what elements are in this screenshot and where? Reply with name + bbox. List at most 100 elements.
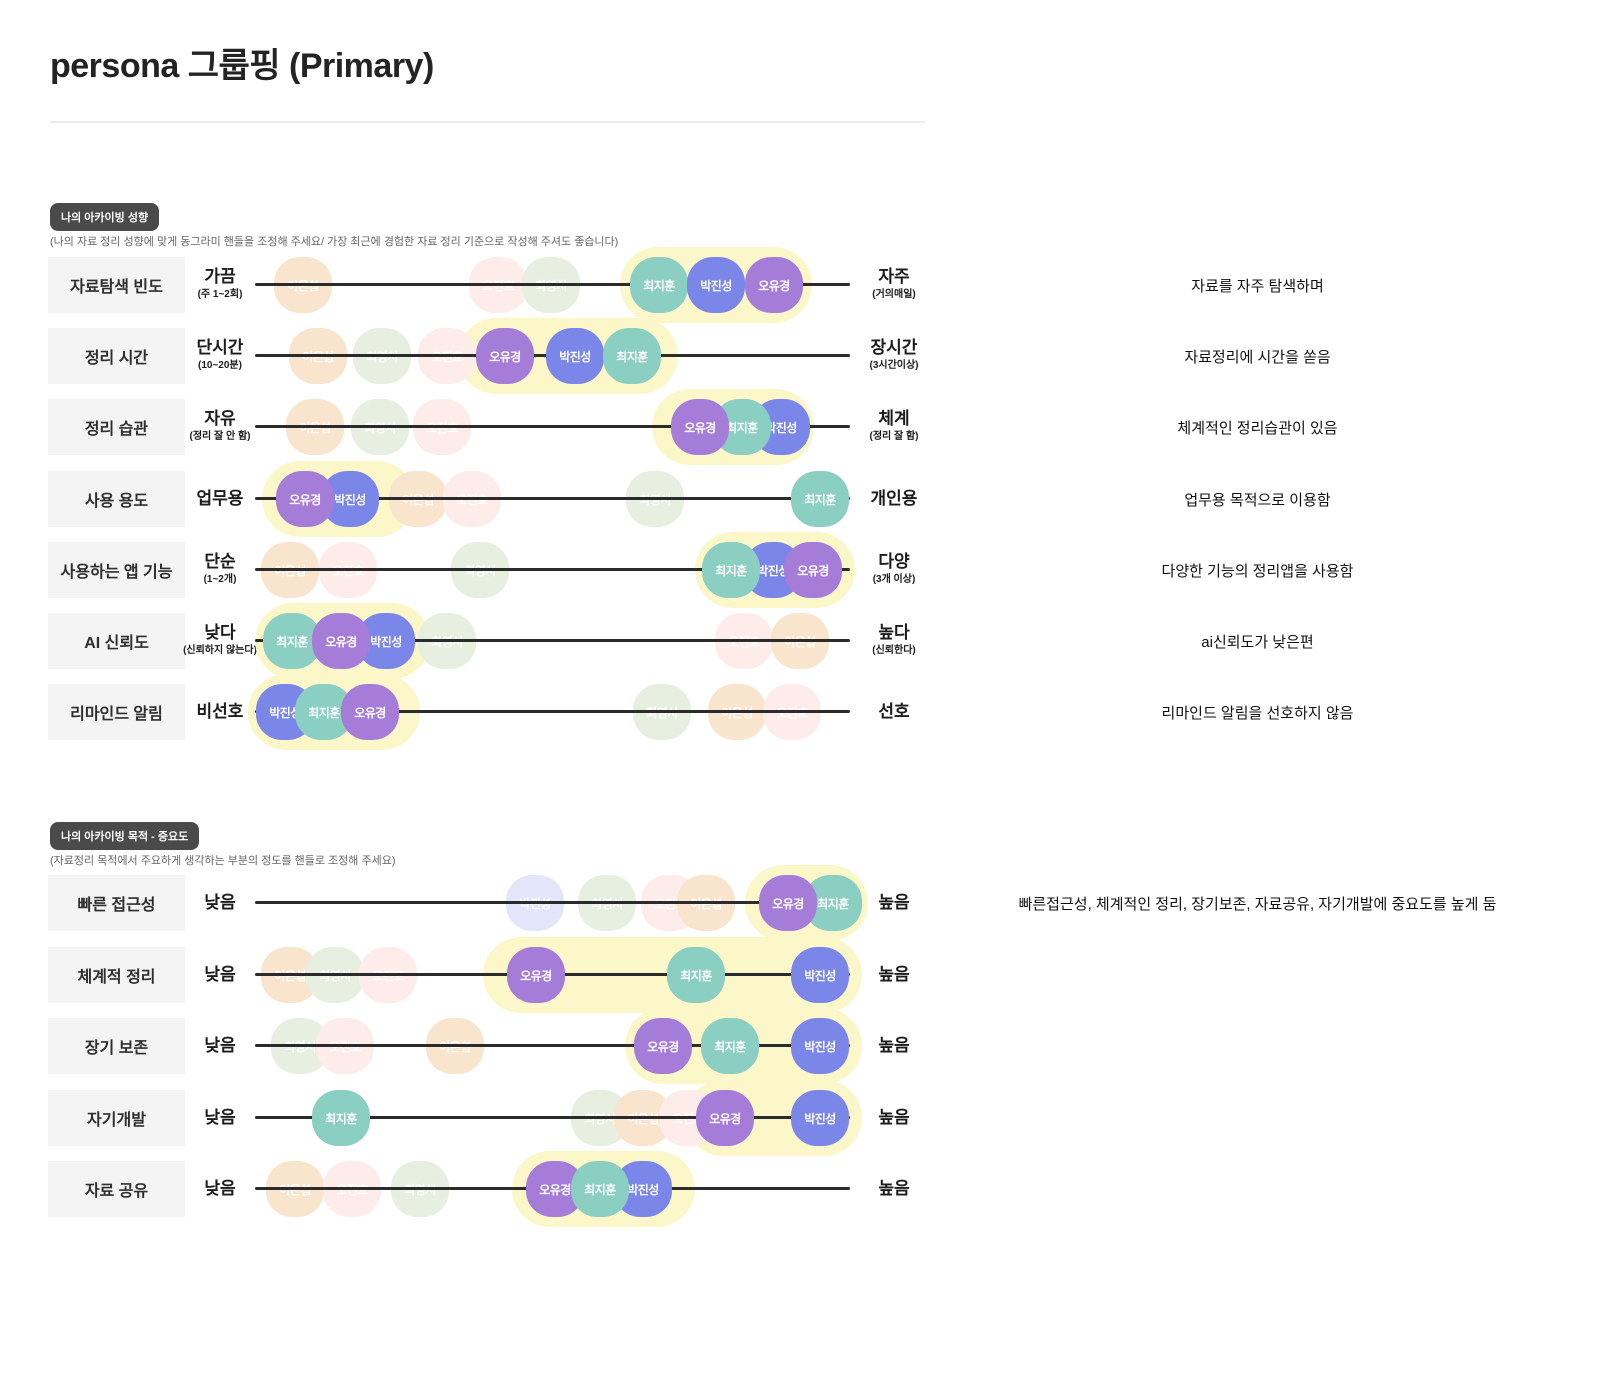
persona-handle-최지훈[interactable]: 최지훈 bbox=[603, 328, 661, 384]
slider-row: 자기개발낮음최지훈최영서이은섭오진호박진성오유경높음 bbox=[0, 1080, 1618, 1156]
row-label: AI 신뢰도 bbox=[48, 613, 185, 669]
slider-track bbox=[255, 901, 850, 904]
scale-max-label: 높음 bbox=[852, 875, 936, 931]
persona-handle-오유경[interactable]: 오유경 bbox=[312, 613, 370, 669]
row-label: 사용 용도 bbox=[48, 471, 185, 527]
scale-min-label: 낮음 bbox=[183, 1090, 257, 1146]
scale-max-subtext: (3개 이상) bbox=[872, 574, 916, 586]
slider-track bbox=[255, 425, 850, 428]
slider-row: 자료 공유낮음이은섭오진호최영서박진성오유경최지훈높음 bbox=[0, 1151, 1618, 1227]
row-label: 장기 보존 bbox=[48, 1018, 185, 1074]
section-description: (나의 자료 정리 성향에 맞게 동그라미 핸들을 조정해 주세요/ 가장 최근… bbox=[50, 236, 619, 248]
row-summary: 업무용 목적으로 이용함 bbox=[1184, 491, 1331, 509]
persona-handle-최지훈[interactable]: 최지훈 bbox=[667, 947, 725, 1003]
row-label: 리마인드 알림 bbox=[48, 684, 185, 740]
scale-min-label: 자유 (정리 잘 안 함) bbox=[183, 399, 257, 455]
section-description: (자료정리 목적에서 주요하게 생각하는 부분의 정도를 핸들로 조정해 주세요… bbox=[50, 855, 396, 867]
slider-row: 사용하는 앱 기능단순(1~2개)이은섭오진호최영서박진성최지훈오유경다양(3개… bbox=[0, 532, 1618, 608]
scale-min-text: 낮다 bbox=[204, 623, 236, 643]
scale-max-text: 높다 bbox=[878, 623, 910, 643]
row-summary: 빠른접근성, 체계적인 정리, 장기보존, 자료공유, 자기개발에 중요도를 높… bbox=[1018, 895, 1497, 913]
scale-min-text: 자유 bbox=[204, 409, 236, 429]
persona-handle-최지훈[interactable]: 최지훈 bbox=[263, 613, 321, 669]
scale-max-label: 선호 bbox=[852, 684, 936, 740]
persona-handle-박진성[interactable]: 박진성 bbox=[687, 257, 745, 313]
row-summary: 자료정리에 시간을 쏟음 bbox=[1184, 348, 1331, 366]
persona-handle-최지훈[interactable]: 최지훈 bbox=[701, 1018, 759, 1074]
persona-handle-박진성[interactable]: 박진성 bbox=[546, 328, 604, 384]
scale-min-label: 비선호 bbox=[183, 684, 257, 740]
slider-row: 리마인드 알림비선호박진성최지훈오유경최영서이은섭오진호선호리마인드 알림을 선… bbox=[0, 674, 1618, 750]
scale-max-subtext: (신뢰한다) bbox=[872, 645, 916, 657]
scale-min-label: 낮음 bbox=[183, 947, 257, 1003]
scale-min-subtext: (신뢰하지 않는다) bbox=[183, 645, 257, 657]
persona-handle-최지훈[interactable]: 최지훈 bbox=[630, 257, 688, 313]
slider-track bbox=[255, 1116, 850, 1119]
row-label: 자료 공유 bbox=[48, 1161, 185, 1217]
persona-handle-박진성[interactable]: 박진성 bbox=[791, 947, 849, 1003]
scale-max-label: 높다 (신뢰한다) bbox=[852, 613, 936, 669]
scale-min-subtext: (1~2개) bbox=[203, 574, 237, 586]
row-label: 체계적 정리 bbox=[48, 947, 185, 1003]
scale-max-label: 높음 bbox=[852, 1090, 936, 1146]
scale-min-text: 낮음 bbox=[204, 1035, 236, 1055]
scale-min-text: 업무용 bbox=[196, 488, 244, 508]
scale-max-text: 높음 bbox=[878, 1035, 910, 1055]
persona-handle-박진성[interactable]: 박진성 bbox=[791, 1018, 849, 1074]
persona-handle-오유경[interactable]: 오유경 bbox=[671, 399, 729, 455]
persona-handle-최지훈[interactable]: 최지훈 bbox=[702, 542, 760, 598]
persona-handle-오유경[interactable]: 오유경 bbox=[507, 947, 565, 1003]
scale-max-label: 자주 (거의매일) bbox=[852, 257, 936, 313]
persona-handle-최지훈[interactable]: 최지훈 bbox=[791, 471, 849, 527]
scale-max-subtext: (거의매일) bbox=[872, 289, 916, 301]
slider-track bbox=[255, 639, 850, 642]
scale-min-text: 낮음 bbox=[204, 892, 236, 912]
slider-row: 체계적 정리낮음이은섭최영서오진호오유경최지훈박진성높음 bbox=[0, 937, 1618, 1013]
scale-max-label: 체계 (정리 잘 함) bbox=[852, 399, 936, 455]
scale-min-text: 비선호 bbox=[196, 701, 244, 721]
persona-handle-오유경[interactable]: 오유경 bbox=[476, 328, 534, 384]
persona-handle-오유경[interactable]: 오유경 bbox=[634, 1018, 692, 1074]
slider-row: 정리 시간단시간(10~20분)이은섭최영서오진호오유경박진성최지훈장시간(3시… bbox=[0, 318, 1618, 394]
row-summary: 자료를 자주 탐색하며 bbox=[1191, 277, 1324, 295]
scale-min-label: 낮음 bbox=[183, 1018, 257, 1074]
slider-row: 사용 용도업무용박진성오유경이은섭오진호최영서최지훈개인용업무용 목적으로 이용… bbox=[0, 461, 1618, 537]
persona-handle-오유경[interactable]: 오유경 bbox=[759, 875, 817, 931]
persona-handle-오유경[interactable]: 오유경 bbox=[696, 1090, 754, 1146]
row-summary: ai신뢰도가 낮은편 bbox=[1201, 633, 1314, 651]
persona-handle-박진성[interactable]: 박진성 bbox=[791, 1090, 849, 1146]
scale-max-label: 개인용 bbox=[852, 471, 936, 527]
persona-handle-최지훈[interactable]: 최지훈 bbox=[571, 1161, 629, 1217]
row-summary: 다양한 기능의 정리앱을 사용함 bbox=[1161, 562, 1354, 580]
scale-min-label: 낮다 (신뢰하지 않는다) bbox=[183, 613, 257, 669]
scale-min-text: 단시간 bbox=[196, 338, 244, 358]
scale-max-text: 개인용 bbox=[870, 488, 918, 508]
scale-max-subtext: (정리 잘 함) bbox=[869, 431, 919, 443]
slider-track bbox=[255, 710, 850, 713]
page-title: persona 그룹핑 (Primary) bbox=[50, 47, 434, 85]
scale-max-label: 높음 bbox=[852, 947, 936, 1003]
scale-max-text: 자주 bbox=[878, 267, 910, 287]
row-label: 자료탐색 빈도 bbox=[48, 257, 185, 313]
scale-min-label: 낮음 bbox=[183, 875, 257, 931]
scale-min-label: 가끔 (주 1~2회) bbox=[183, 257, 257, 313]
persona-handle-오유경[interactable]: 오유경 bbox=[341, 684, 399, 740]
scale-min-label: 낮음 bbox=[183, 1161, 257, 1217]
persona-handle-오유경[interactable]: 오유경 bbox=[745, 257, 803, 313]
scale-max-label: 높음 bbox=[852, 1161, 936, 1217]
slider-track bbox=[255, 283, 850, 286]
scale-max-label: 장시간 (3시간이상) bbox=[852, 328, 936, 384]
scale-min-subtext: (정리 잘 안 함) bbox=[189, 431, 251, 443]
persona-handle-최지훈[interactable]: 최지훈 bbox=[312, 1090, 370, 1146]
scale-min-subtext: (주 1~2회) bbox=[197, 289, 243, 301]
persona-handle-오유경[interactable]: 오유경 bbox=[276, 471, 334, 527]
slider-track bbox=[255, 568, 850, 571]
scale-min-label: 단순 (1~2개) bbox=[183, 542, 257, 598]
persona-handle-오유경[interactable]: 오유경 bbox=[784, 542, 842, 598]
scale-max-text: 체계 bbox=[878, 409, 910, 429]
scale-max-text: 높음 bbox=[878, 892, 910, 912]
scale-min-text: 낮음 bbox=[204, 964, 236, 984]
scale-max-text: 높음 bbox=[878, 964, 910, 984]
row-summary: 리마인드 알림을 선호하지 않음 bbox=[1161, 704, 1354, 722]
row-label: 사용하는 앱 기능 bbox=[48, 542, 185, 598]
